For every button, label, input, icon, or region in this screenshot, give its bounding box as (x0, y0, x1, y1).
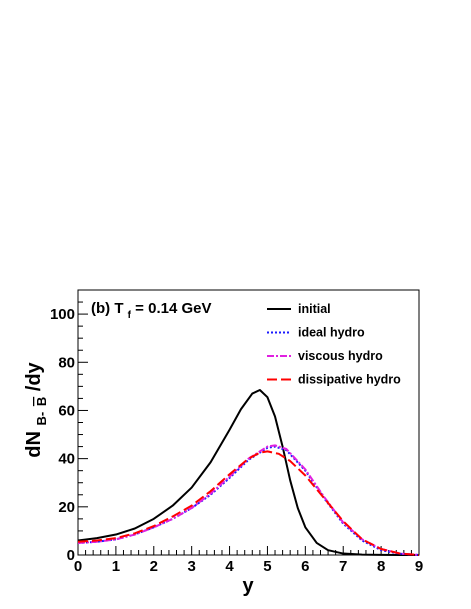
legend-label-0: initial (298, 302, 331, 316)
x-tick-label-7: 7 (339, 558, 347, 575)
y-tick-label-3: 60 (58, 402, 75, 419)
x-tick-label-1: 1 (112, 558, 120, 575)
series-lines (77, 388, 420, 556)
legend-label-1: ideal hydro (298, 326, 365, 340)
axis-ticks (77, 289, 420, 556)
y-title-sub-bar: B (34, 397, 49, 406)
y-title-sub: B- (34, 412, 49, 426)
annotation-suffix: = 0.14 GeV (135, 300, 211, 317)
annotation-subscript: f (128, 310, 132, 321)
chart-annotation: (b) T f = 0.14 GeV (91, 300, 211, 322)
legend-label-2: viscous hydro (298, 349, 383, 363)
svg-text:dN B- B /dy: dN B- B /dy (23, 361, 51, 457)
x-tick-label-6: 6 (301, 558, 309, 575)
series-ideal-hydro (77, 445, 420, 556)
x-tick-label-0: 0 (74, 558, 82, 575)
plot-frame (77, 289, 420, 556)
legend-label-3: dissipative hydro (298, 373, 401, 387)
annotation-prefix: (b) T (91, 300, 123, 317)
y-tick-label-0: 0 (67, 547, 75, 564)
x-axis-title: y (242, 575, 254, 597)
y-title-tail: /dy (23, 361, 45, 391)
svg-text:(b) T f = 0.14 Ge: (b) T f = 0.14 GeV (91, 300, 211, 322)
x-tick-label-4: 4 (225, 558, 234, 575)
series-viscous-hydro (77, 444, 420, 556)
x-tick-label-3: 3 (187, 558, 195, 575)
series-dissipative-hydro (77, 450, 420, 556)
x-tick-label-2: 2 (150, 558, 158, 575)
legend: initial ideal hydro viscous hydro dissipati… (267, 302, 401, 387)
tick-labels: 0 1 2 3 4 5 6 7 8 9 0 20 40 60 80 100 (50, 306, 423, 575)
y-tick-label-5: 100 (50, 306, 75, 323)
y-title-main: dN (23, 431, 45, 458)
x-tick-label-9: 9 (415, 558, 423, 575)
y-axis-title: dN B- B /dy (23, 361, 51, 457)
series-initial (77, 388, 419, 556)
x-tick-label-8: 8 (377, 558, 385, 575)
y-tick-label-4: 80 (58, 354, 75, 371)
y-tick-label-1: 20 (58, 499, 75, 516)
y-tick-label-2: 40 (58, 451, 75, 468)
x-tick-label-5: 5 (263, 558, 271, 575)
